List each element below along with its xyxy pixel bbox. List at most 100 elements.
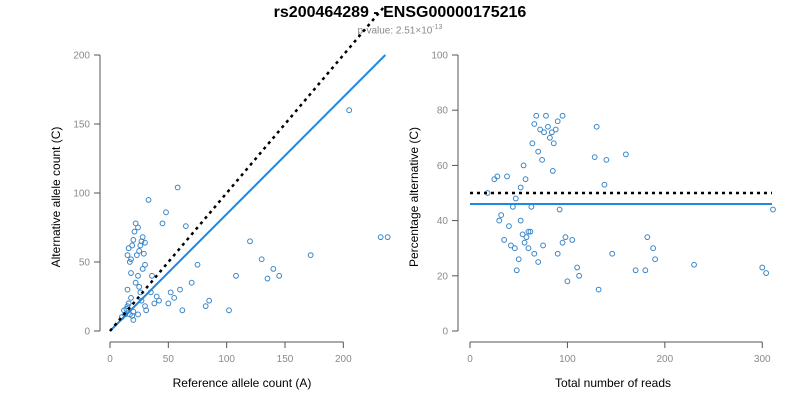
data-point bbox=[206, 297, 213, 304]
x-tick-label: 50 bbox=[163, 354, 175, 365]
data-point bbox=[622, 151, 629, 158]
data-point bbox=[525, 245, 532, 252]
y-tick-label: 150 bbox=[73, 120, 90, 131]
data-point bbox=[652, 256, 658, 263]
data-point bbox=[515, 256, 522, 263]
data-point bbox=[529, 140, 536, 147]
data-point bbox=[132, 279, 139, 286]
data-point bbox=[135, 224, 141, 231]
x-tick-label: 150 bbox=[277, 354, 294, 365]
data-point bbox=[124, 252, 131, 259]
data-point bbox=[548, 129, 555, 136]
data-point bbox=[135, 272, 141, 279]
data-point bbox=[520, 162, 527, 169]
data-point bbox=[539, 156, 545, 163]
x-tick-label: 200 bbox=[335, 354, 352, 365]
reference-line bbox=[109, 4, 387, 332]
data-point bbox=[531, 121, 538, 127]
data-point bbox=[124, 286, 131, 293]
data-point bbox=[541, 129, 547, 136]
data-point bbox=[519, 231, 526, 238]
data-point bbox=[549, 168, 556, 174]
data-point bbox=[576, 272, 583, 279]
x-tick-label: 100 bbox=[559, 354, 576, 365]
data-point bbox=[171, 294, 178, 301]
data-point bbox=[642, 267, 649, 274]
data-point bbox=[226, 307, 232, 314]
data-point bbox=[384, 234, 391, 241]
y-tick-label: 40 bbox=[437, 216, 449, 227]
data-point bbox=[501, 237, 507, 243]
data-point bbox=[512, 195, 519, 202]
data-point bbox=[603, 156, 610, 163]
data-point bbox=[142, 261, 148, 268]
data-point bbox=[130, 317, 137, 323]
data-point bbox=[595, 286, 602, 293]
data-point bbox=[133, 252, 140, 259]
data-point bbox=[377, 234, 384, 241]
data-point bbox=[139, 234, 146, 241]
data-point bbox=[763, 270, 770, 276]
chart-title: rs200464289 - ENSG00000175216 bbox=[273, 4, 527, 21]
x-axis-title: Reference allele count (A) bbox=[173, 376, 312, 390]
data-point bbox=[506, 223, 512, 230]
data-point bbox=[135, 311, 141, 318]
data-point bbox=[233, 272, 239, 279]
data-point bbox=[601, 181, 608, 188]
data-point bbox=[609, 250, 616, 257]
x-tick-label: 300 bbox=[754, 354, 771, 365]
data-point bbox=[525, 228, 532, 235]
data-point bbox=[559, 112, 566, 119]
y-tick-label: 20 bbox=[437, 271, 449, 282]
y-tick-label: 100 bbox=[73, 189, 90, 200]
data-point bbox=[165, 300, 172, 307]
data-point bbox=[546, 134, 553, 141]
data-point bbox=[163, 209, 169, 216]
data-point bbox=[531, 250, 538, 257]
fit-line bbox=[109, 54, 387, 332]
data-point bbox=[179, 307, 186, 314]
data-point bbox=[307, 252, 314, 259]
plot-panel-right: 0 20 40 60 80 100 0 100 200 300 Total number of re… bbox=[407, 51, 776, 390]
data-point bbox=[142, 239, 148, 246]
data-point bbox=[156, 297, 162, 304]
data-point bbox=[128, 294, 134, 301]
data-point bbox=[591, 154, 598, 161]
data-point bbox=[559, 239, 566, 246]
data-point bbox=[509, 203, 516, 210]
data-point bbox=[535, 148, 542, 155]
data-point bbox=[527, 228, 534, 235]
x-axis-title: Total number of reads bbox=[555, 376, 671, 390]
data-point bbox=[550, 140, 557, 147]
y-tick-label: 200 bbox=[73, 51, 90, 62]
y-tick-label: 60 bbox=[437, 161, 449, 172]
data-point bbox=[188, 279, 195, 286]
data-point bbox=[132, 220, 139, 227]
data-point bbox=[247, 238, 253, 245]
data-point bbox=[130, 237, 137, 243]
data-point bbox=[543, 112, 549, 119]
x-tick-label: 0 bbox=[107, 354, 113, 365]
data-point bbox=[632, 267, 639, 274]
data-point bbox=[346, 107, 353, 114]
data-point bbox=[540, 242, 546, 249]
data-point bbox=[136, 248, 143, 254]
data-point bbox=[153, 293, 160, 300]
data-point bbox=[644, 234, 651, 241]
data-point bbox=[145, 197, 152, 203]
data-point bbox=[174, 184, 181, 191]
data-point bbox=[167, 289, 174, 296]
p-value-text: p-value: 2.51×10 bbox=[357, 25, 433, 37]
data-point bbox=[139, 266, 146, 272]
y-tick-label: 80 bbox=[437, 106, 449, 117]
data-point bbox=[556, 206, 563, 213]
data-point bbox=[522, 176, 529, 183]
data-point bbox=[523, 234, 530, 241]
data-point bbox=[496, 217, 503, 224]
chart-subtitle: p-value: 2.51×10-13 bbox=[0, 24, 800, 36]
data-point bbox=[125, 300, 132, 307]
x-tick-label: 200 bbox=[656, 354, 673, 365]
data-point bbox=[504, 173, 510, 180]
